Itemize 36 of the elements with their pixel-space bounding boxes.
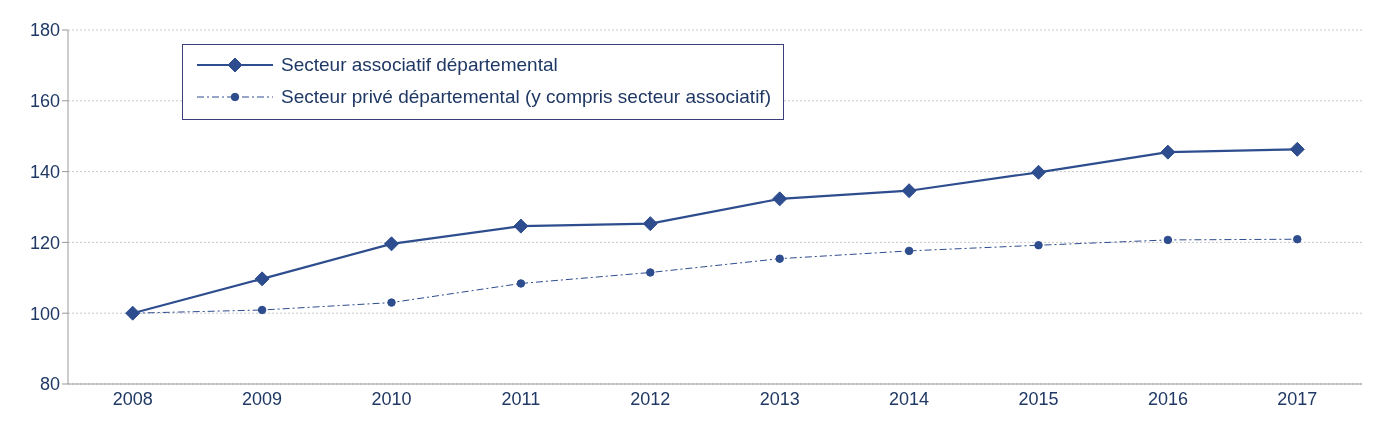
point — [904, 246, 914, 256]
y-tick-label: 140 — [29, 161, 60, 182]
x-tick-label: 2017 — [1277, 388, 1318, 409]
point — [1289, 141, 1305, 157]
point — [1034, 240, 1043, 250]
x-tick-label: 2009 — [242, 388, 283, 409]
point — [1293, 234, 1302, 244]
x-tick-label: 2008 — [112, 388, 153, 409]
point — [775, 254, 784, 263]
x-tick-label: 2010 — [371, 388, 412, 409]
y-tick-label: 120 — [29, 232, 60, 253]
point — [642, 216, 658, 232]
y-tick-label: 100 — [29, 303, 60, 324]
x-tick-label: 2012 — [630, 388, 671, 409]
point — [513, 218, 529, 234]
legend-label: Secteur privé départemental (y compris secteur associatif) — [281, 86, 771, 108]
point — [646, 268, 655, 277]
point — [901, 183, 917, 199]
point — [384, 236, 399, 252]
y-tick-label: 160 — [29, 91, 60, 112]
x-tick-label: 2015 — [1018, 388, 1059, 409]
x-tick-label: 2016 — [1147, 388, 1188, 409]
y-tick-label: 180 — [29, 20, 60, 41]
point — [257, 305, 267, 315]
point — [1160, 144, 1176, 160]
x-tick-label: 2013 — [759, 388, 800, 409]
x-tick-label: 2011 — [501, 388, 541, 409]
legend-label: Secteur associatif départemental — [281, 54, 558, 76]
point — [254, 271, 270, 287]
point — [1163, 235, 1173, 245]
point — [1031, 164, 1046, 180]
x-tick-label: 2014 — [889, 388, 930, 409]
point — [772, 191, 788, 207]
y-tick-label: 80 — [39, 374, 60, 395]
point — [516, 279, 526, 288]
point — [387, 298, 396, 307]
